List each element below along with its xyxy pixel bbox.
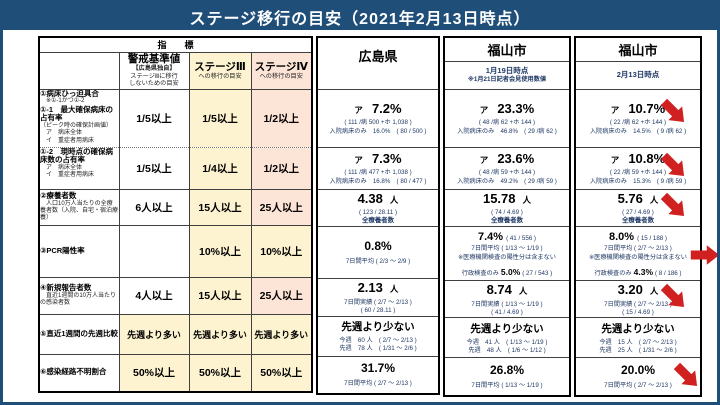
- indicator-table: 指 標 警戒基準値 【広島県独自】 ステージⅢに移行 しないための目安 ステージ…: [38, 36, 314, 393]
- hiroshima-pcr-cell: 0.8% 7日間平均 ( 2/3 ～ 2/9 ): [316, 226, 440, 280]
- criteria-stage4-r3: 25人以上: [250, 188, 313, 226]
- criteria-stage4-r4: 10%以上: [250, 224, 313, 278]
- criteria-stage3-r2: 1/4以上: [188, 146, 252, 190]
- fukuyama-jan-pcr-cell: 7.4%( 41 / 556 ) 7日間平均 ( 1/13 ～ 1/19 ) ※…: [443, 226, 571, 282]
- trend-right-arrow-pcr: [690, 245, 717, 265]
- criteria-stage4-r2: 1/2以上: [250, 146, 313, 190]
- indicator-label-pcr-positivity: ③PCR陽性率: [38, 224, 120, 278]
- criteria-keikai-r6: 先週より多い: [118, 313, 190, 355]
- region-subtitle-fukuyama-feb: 2月13日時点: [574, 60, 702, 90]
- criteria-stage3-r3: 15人以上: [188, 188, 252, 226]
- region-name-hiroshima: 広島県: [316, 36, 440, 90]
- indicator-label-patients: ②療養者数 人口10万人当たりの全療養者数（入院、自宅・宿泊療養）: [38, 188, 120, 226]
- region-name-fukuyama-jan: 福山市: [443, 36, 571, 62]
- fukuyama-feb-pcr-cell: 8.0%( 15 / 188 ) 7日間平均 ( 2/7 ～ 2/13 ) ※医…: [574, 226, 702, 282]
- fukuyama-feb-bed-current-cell: ア 10.8% ( 22 /病 59 +ホ 144 ) 入院病床のみ 15.3% …: [574, 146, 702, 190]
- stage3-header: ステージⅢ への移行の目安: [188, 51, 252, 90]
- hiroshima-bed-max-cell: ア 7.2% ( 111 /病 500 +ホ 1,038 ) 入院病床のみ 16.…: [316, 88, 440, 148]
- trend-down-arrow-beds-current: [660, 152, 685, 177]
- trend-down-arrow-beds-max: [660, 98, 685, 123]
- fukuyama-jan-bed-max-cell: ア 23.3% ( 48 /病 62 +ホ 144 ) 入院病床のみ 46.8% …: [443, 88, 571, 148]
- criteria-keikai-r3: 6人以上: [118, 188, 190, 226]
- hiroshima-weekcompare-cell: 先週より少ない 今週 60 人 ( 2/7 ～ 2/13 ) 先週 78 人 (…: [316, 315, 440, 357]
- criteria-stage3-r7: 50%以上: [188, 353, 252, 393]
- trend-down-arrow-patients: [660, 192, 685, 217]
- empty-corner-cell: [38, 51, 120, 90]
- hiroshima-column: 広島県 ア 7.2% ( 111 /病 500 +ホ 1,038 ) 入院病床のみ…: [316, 36, 440, 396]
- criteria-stage3-r6: 先週より多い: [188, 313, 252, 355]
- keikai-header: 警戒基準値 【広島県独自】 ステージⅢに移行 しないための目安: [118, 51, 190, 90]
- criteria-keikai-r5: 4人以上: [118, 276, 190, 315]
- criteria-stage4-r5: 25人以上: [250, 276, 313, 315]
- criteria-stage3-r1: 1/5以上: [188, 88, 252, 148]
- criteria-keikai-r2: 1/5以上: [118, 146, 190, 190]
- criteria-stage4-r1: 1/2以上: [250, 88, 313, 148]
- hiroshima-bed-current-cell: ア 7.3% ( 111 /病 477 +ホ 1,038 ) 入院病床のみ 16.…: [316, 146, 440, 190]
- indicator-label-new-cases: ④新規報告者数 直近1週間の10万人当たりの感染者数: [38, 276, 120, 315]
- fukuyama-jan-weekcompare-cell: 先週より少ない 今週 41 人 ( 1/13 ～ 1/19 ) 先週 48 人 …: [443, 317, 571, 359]
- criteria-stage3-r5: 15人以上: [188, 276, 252, 315]
- criteria-keikai-r4: [118, 224, 190, 278]
- criteria-keikai-r7: 50%以上: [118, 353, 190, 393]
- hiroshima-newcases-cell: 2.13 人 7日間実績 ( 2/7 ～ 2/13 ) ( 60 / 28.11 …: [316, 278, 440, 317]
- indicator-label-current-beds: ①-2 現時点の確保病床数の占有率 ア 病床全体 イ 重症者用病床: [38, 146, 120, 190]
- fukuyama-feb-column: 福山市 2月13日時点 ア 10.7% ( 22 /病 62 +ホ 144 ) 入…: [574, 36, 702, 397]
- fukuyama-jan-patients-cell: 15.78 人 ( 74 / 4.69 ) 全療養者数: [443, 188, 571, 228]
- criteria-stage4-r6: 先週より多い: [250, 313, 313, 355]
- criteria-stage3-r4: 10%以上: [188, 224, 252, 278]
- criteria-stage4-r7: 50%以上: [250, 353, 313, 393]
- hiroshima-unknownroute-cell: 31.7% 7日間平均 ( 2/7 ～ 2/13 ): [316, 355, 440, 395]
- indicator-label-bed-occupancy: ①病床ひっ迫具合 ※①-1かつ①-2 ①-1 最大確保病床の占有率 （ピーク時の…: [38, 88, 120, 148]
- fukuyama-jan-newcases-cell: 8.74 人 7日間実績 ( 1/13 ～ 1/19 ) ( 41 / 4.69 …: [443, 280, 571, 319]
- region-subtitle-fukuyama-jan: 1月19日時点 ※1月21日記者会見使用数値: [443, 60, 571, 90]
- hiroshima-patients-cell: 4.38 人 ( 123 / 28.11 ) 全療養者数: [316, 188, 440, 228]
- indicator-label-unknown-route: ⑥感染経路不明割合: [38, 353, 120, 393]
- indicators-header: 指 標: [38, 36, 313, 53]
- trend-down-arrow-unknownroute: [673, 362, 698, 387]
- trend-down-arrow-newcases: [660, 283, 685, 308]
- indicator-label-week-compare: ⑤直近1週間の先週比較: [38, 313, 120, 355]
- title-bar: ステージ移行の目安（2021年2月13日時点）: [3, 3, 717, 32]
- criteria-keikai-r1: 1/5以上: [118, 88, 190, 148]
- fukuyama-feb-weekcompare-cell: 先週より少ない 今週 15 人 ( 2/7 ～ 2/13 ) 先週 25 人 (…: [574, 317, 702, 359]
- stage4-header: ステージⅣ への移行の目安: [250, 51, 313, 90]
- page-title: ステージ移行の目安（2021年2月13日時点）: [189, 10, 531, 28]
- fukuyama-jan-bed-current-cell: ア 23.6% ( 48 /病 59 +ホ 144 ) 入院病床のみ 49.2% …: [443, 146, 571, 190]
- region-name-fukuyama-feb: 福山市: [574, 36, 702, 62]
- fukuyama-jan-unknownroute-cell: 26.8% 7日間平均 ( 1/13 ～ 1/19 ): [443, 357, 571, 397]
- fukuyama-jan-column: 福山市 1月19日時点 ※1月21日記者会見使用数値 ア 23.3% ( 48 /…: [443, 36, 571, 397]
